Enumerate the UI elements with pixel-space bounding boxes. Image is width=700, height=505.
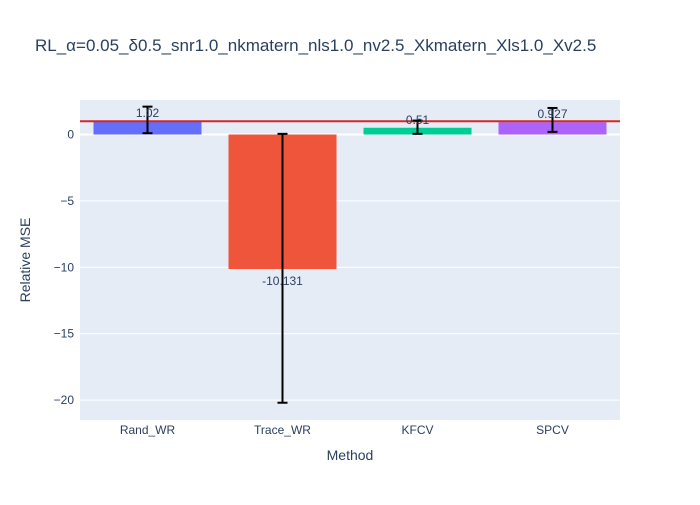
x-tick-label: Trace_WR <box>254 423 311 437</box>
y-tick-label: −20 <box>54 393 75 407</box>
data-label: 0.927 <box>537 107 567 121</box>
plot-area <box>80 100 620 420</box>
error-bars <box>142 105 558 404</box>
y-tick-label: −10 <box>54 260 75 274</box>
x-tick-label: SPCV <box>536 423 569 437</box>
x-axis-title: Method <box>327 447 374 463</box>
x-tick-label: Rand_WR <box>120 423 176 437</box>
data-label: 0.51 <box>406 113 430 127</box>
x-axis-ticks: Rand_WR Trace_WR KFCV SPCV <box>120 423 569 437</box>
data-label: 1.02 <box>136 106 160 120</box>
y-tick-label: 0 <box>67 128 74 142</box>
y-tick-label: −5 <box>60 194 74 208</box>
y-tick-label: −15 <box>54 327 75 341</box>
data-labels: 1.02 -10.131 0.51 0.927 <box>136 106 568 288</box>
y-axis-ticks: 0 −5 −10 −15 −20 <box>54 128 75 408</box>
y-axis-title: Relative MSE <box>17 218 33 303</box>
chart-title: RL_α=0.05_δ0.5_snr1.0_nkmatern_nls1.0_nv… <box>35 36 596 55</box>
x-tick-label: KFCV <box>401 423 433 437</box>
data-label: -10.131 <box>262 274 303 288</box>
